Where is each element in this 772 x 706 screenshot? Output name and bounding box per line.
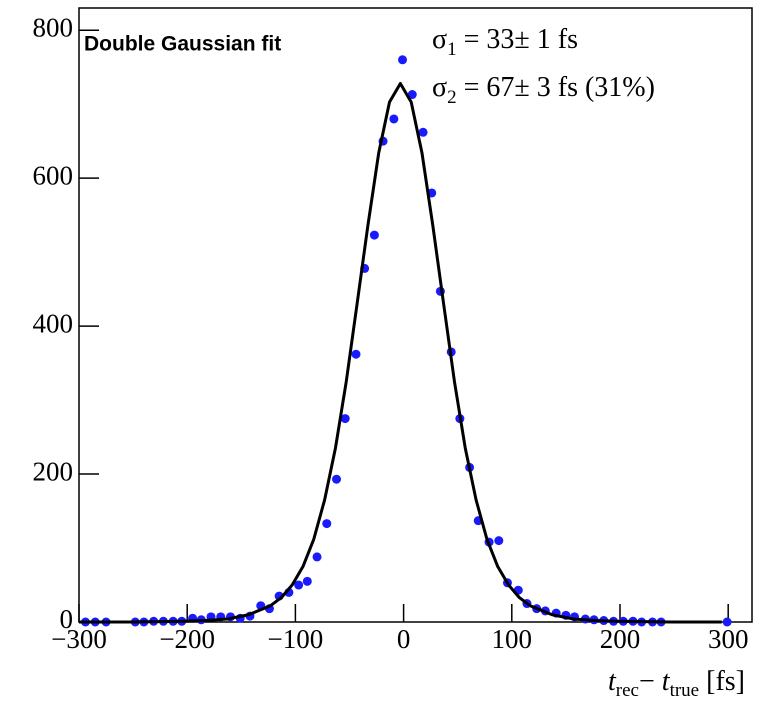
data-point <box>340 414 350 424</box>
annotation-part: 2 <box>447 87 457 108</box>
annotation-part: = 33± 1 fs <box>457 24 578 55</box>
y-tick-label: 800 <box>33 12 74 42</box>
data-point <box>418 127 428 137</box>
annotation-part: = 67± 3 fs (31%) <box>457 72 655 103</box>
annotation-part: σ <box>432 24 447 55</box>
data-point <box>494 536 504 546</box>
annotation: σ2 = 67± 3 fs (31%) <box>432 72 655 108</box>
x-label-part: t <box>662 666 671 697</box>
data-point <box>369 230 379 240</box>
data-point <box>312 552 322 562</box>
x-tick-label: −300 <box>51 624 107 654</box>
data-point <box>332 474 342 484</box>
x-label-part: rec <box>616 680 639 701</box>
data-point <box>407 90 417 100</box>
x-tick-label: −100 <box>268 624 324 654</box>
x-label-part: true <box>670 680 700 701</box>
annotation-part: σ <box>432 72 447 103</box>
x-tick-label: 300 <box>708 624 749 654</box>
data-point <box>302 576 312 586</box>
annotation-part: 1 <box>447 39 457 60</box>
annotation: σ1 = 33± 1 fs <box>432 24 578 60</box>
data-point <box>351 349 361 359</box>
x-axis-label: trec− ttrue [fs] <box>608 666 745 701</box>
x-label-part: t <box>608 666 617 697</box>
fit-curve <box>79 81 722 624</box>
plot-frame <box>78 7 753 623</box>
x-tick-label: 0 <box>397 624 411 654</box>
data-point <box>389 114 399 124</box>
data-point <box>722 617 732 627</box>
x-tick-label: 100 <box>492 624 533 654</box>
x-tick-label: 200 <box>600 624 641 654</box>
chart-title: Double Gaussian fit <box>84 33 281 56</box>
data-point <box>398 55 408 65</box>
y-tick-label: 200 <box>33 456 74 486</box>
data-point <box>294 580 304 590</box>
y-tick-label: 600 <box>33 160 74 190</box>
x-label-part: [fs] <box>699 666 745 697</box>
y-tick-label: 0 <box>60 604 74 634</box>
y-tick-label: 400 <box>33 308 74 338</box>
x-label-part: − <box>639 666 662 697</box>
x-tick-label: −200 <box>159 624 215 654</box>
data-point <box>322 519 332 529</box>
